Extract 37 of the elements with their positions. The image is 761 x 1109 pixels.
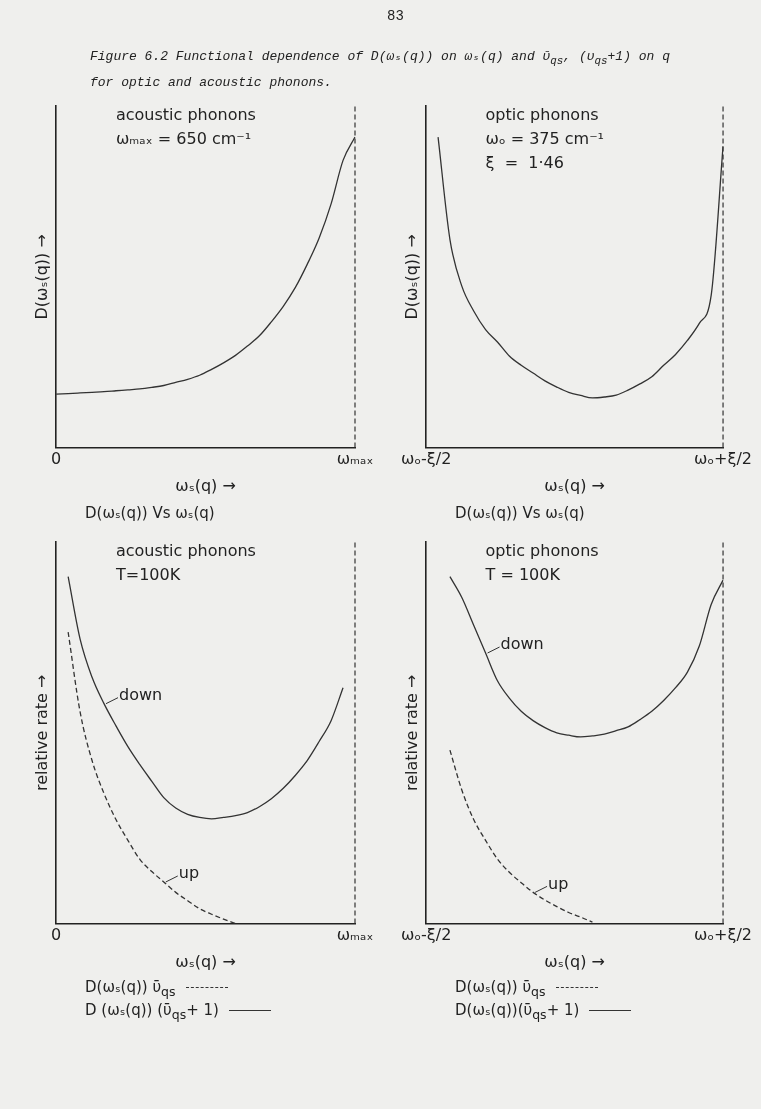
- text: acoustic phonons: [115, 105, 256, 125]
- chart-title: Figure 6.2 Functional dependence of D(ωₛ(q)) on ωₛ(q) and ῡ$_{qs}$, (υ$_{qs}$+1) on q for optic and acoustic phonons.: [90, 49, 670, 90]
- x-tick-label: 0: [51, 449, 62, 469]
- legend-label: D(ωₛ(q)) ῡ$_{qs}$: [455, 978, 546, 999]
- annotation: ωₘₐₓ = 650 cm⁻¹: [115, 129, 252, 149]
- annotation: up: [548, 873, 569, 893]
- x-tick-label: ωₒ-ξ/2: [401, 449, 452, 469]
- y-axis-title: relative rate →: [401, 674, 421, 792]
- text: acoustic phonons: [115, 541, 256, 561]
- annotation: T=100K: [114, 565, 181, 585]
- x-axis-title: ωₛ(q) →: [544, 475, 605, 495]
- x-tick-label: ωₒ-ξ/2: [401, 925, 452, 945]
- text: optic phonons: [485, 541, 599, 561]
- annotation: down: [500, 634, 544, 654]
- legend-label: D(ωₛ(q)) ῡ$_{qs}$: [85, 978, 176, 999]
- x-tick-label: ωₘₐₓ: [336, 925, 374, 945]
- annotation: down: [119, 684, 163, 704]
- x-tick-label: ωₒ+ξ/2: [694, 925, 752, 945]
- x-tick-label: 0: [51, 925, 62, 945]
- y-axis-title: relative rate →: [31, 674, 51, 792]
- annotation: up: [178, 863, 200, 883]
- x-axis-title: ωₛ(q) →: [175, 475, 236, 495]
- x-axis-title: ωₛ(q) →: [175, 951, 236, 971]
- x-tick-label: ωₘₐₓ: [336, 449, 374, 469]
- x-tick-label: ωₒ+ξ/2: [694, 449, 752, 469]
- y-axis-title: D(ωₛ(q)) →: [31, 234, 51, 320]
- text: D(ωₛ(q)) Vs ωₛ(q): [85, 504, 216, 522]
- x-axis-title: ωₛ(q) →: [544, 951, 605, 971]
- text: optic phonons: [485, 105, 599, 125]
- legend-label: D(ωₛ(q))(ῡ$_{qs}$+ 1): [455, 1001, 580, 1022]
- annotation: ωₒ = 375 cm⁻¹: [485, 129, 605, 149]
- legend-label: D (ωₛ(q)) (ῡ$_{qs}$+ 1): [85, 1001, 219, 1022]
- annotation: ξ = 1·46: [485, 153, 564, 173]
- text: D(ωₛ(q)) Vs ωₛ(q): [455, 504, 586, 522]
- text: 83: [386, 8, 405, 24]
- annotation: T = 100K: [484, 565, 561, 585]
- y-axis-title: D(ωₛ(q)) →: [401, 234, 421, 320]
